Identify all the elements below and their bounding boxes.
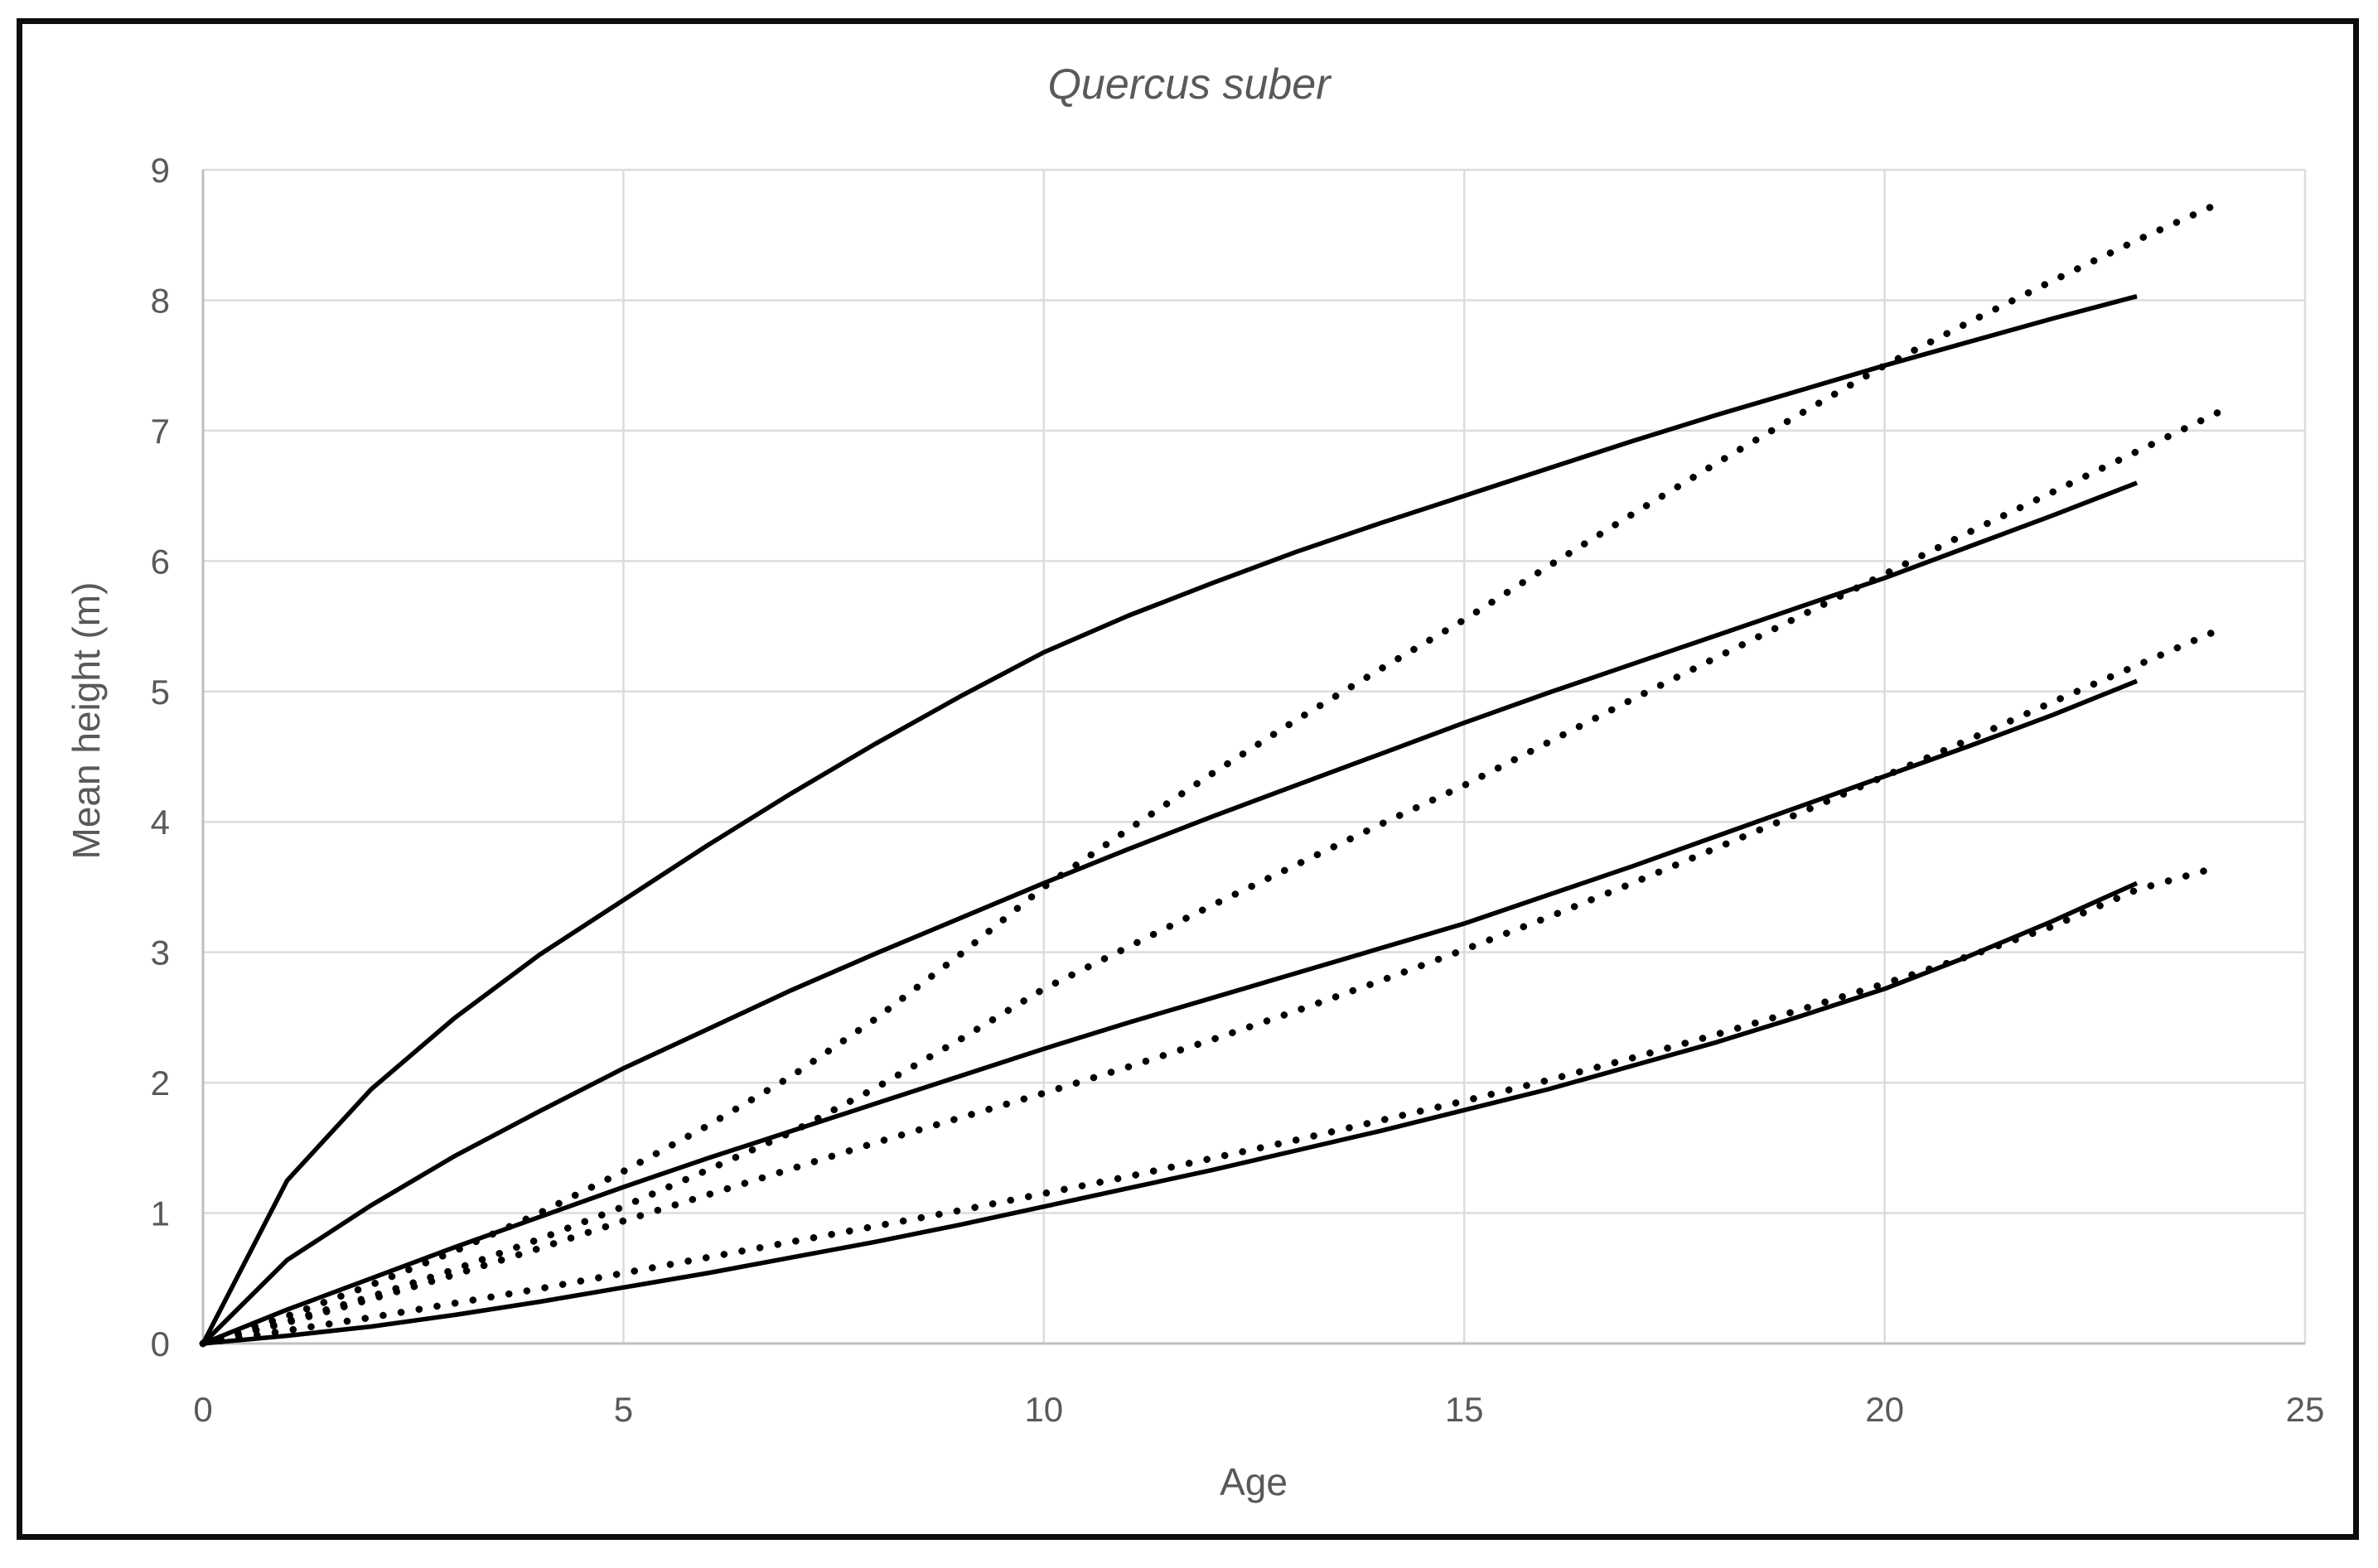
dotted-series-line [199, 862, 2225, 1348]
y-axis-tick-label: 8 [151, 281, 170, 320]
x-axis-tick-label: 0 [193, 1390, 212, 1429]
y-axis-tick-label: 2 [151, 1064, 170, 1102]
x-axis-tick-label: 5 [614, 1390, 633, 1429]
y-axis-tick-label: 3 [151, 934, 170, 972]
y-axis-tick-label: 1 [151, 1194, 170, 1233]
y-axis-tick-label: 0 [151, 1324, 170, 1363]
dotted-series-line [199, 199, 2225, 1348]
solid-series-line [201, 294, 2138, 1345]
solid-series-line [201, 678, 2139, 1346]
y-axis-tick-label: 7 [151, 412, 170, 451]
y-axis-tick-label: 4 [151, 803, 170, 842]
y-axis-tick-label: 5 [151, 673, 170, 712]
dotted-series-line [199, 625, 2225, 1348]
x-axis-tick-label: 10 [1024, 1390, 1063, 1429]
solid-series-line [201, 480, 2138, 1345]
x-axis-tick-label: 15 [1445, 1390, 1484, 1429]
solid-series-line [202, 880, 2139, 1346]
dotted-series-line [199, 408, 2225, 1348]
figure-border [17, 18, 2359, 1540]
x-axis-tick-label: 20 [1865, 1390, 1904, 1429]
chart-title: Quercus suber [1047, 60, 1331, 109]
x-axis-tick-label: 25 [2286, 1390, 2325, 1429]
y-axis-tick-label: 9 [151, 151, 170, 190]
x-axis-title: Age [1220, 1460, 1288, 1503]
y-axis-tick-label: 6 [151, 542, 170, 581]
y-axis-title: Mean height (m) [65, 581, 108, 860]
